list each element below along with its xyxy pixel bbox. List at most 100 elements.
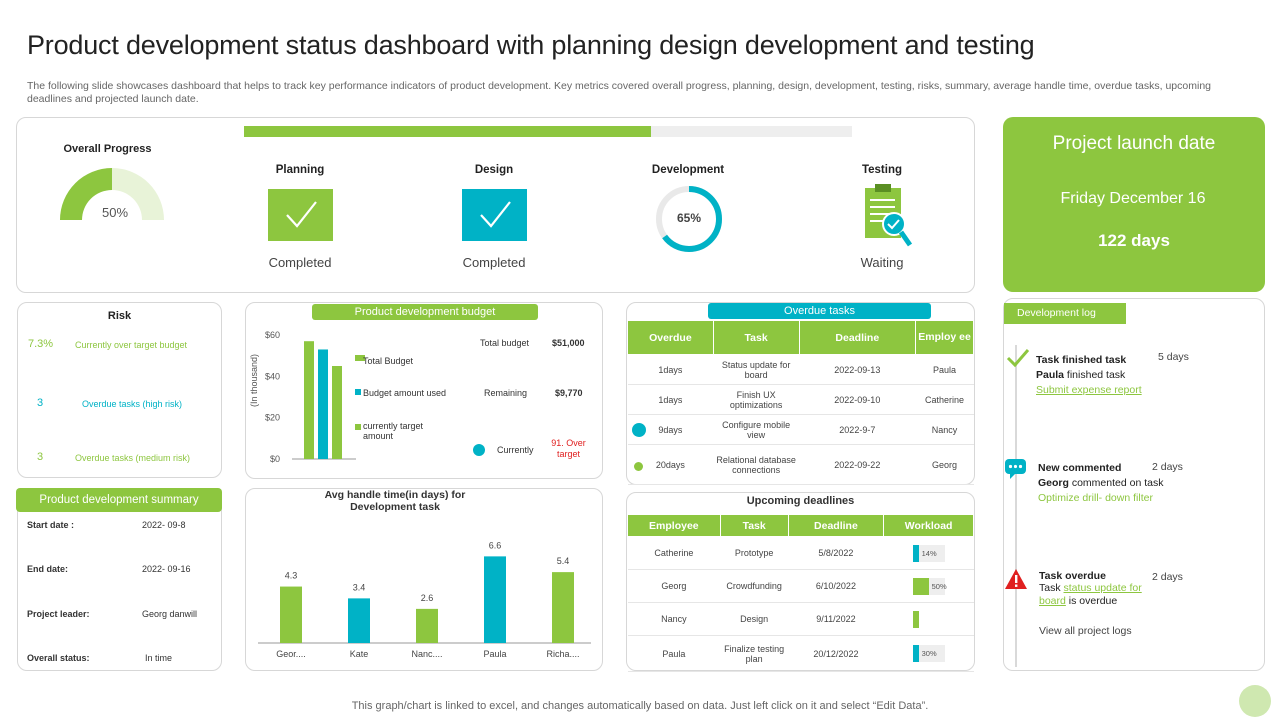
summary-status-value: In time — [145, 653, 173, 663]
overdue-title: Overdue tasks — [708, 303, 931, 319]
devlog-card — [1003, 298, 1265, 671]
page-subtitle: The following slide showcases dashboard … — [27, 80, 1211, 105]
budget-ytick: $60 — [265, 330, 280, 340]
overdue-cell: 20days — [627, 444, 714, 485]
launch-title: Project launch date — [1052, 133, 1216, 154]
launch-date: Friday December 16 — [1060, 190, 1206, 207]
upcoming-table: Employee Task Deadline Workload Catherin… — [627, 514, 974, 672]
handle-category-label: Paula — [483, 649, 506, 659]
budget-bar — [332, 366, 342, 459]
overall-progress-label: Overall Progress — [63, 143, 152, 155]
overall-gauge — [60, 168, 164, 220]
legend-total-label: Total Budget — [363, 356, 414, 366]
handle-category-label: Richa.... — [546, 649, 579, 659]
log-entry-2-link[interactable]: Optimize drill- down filter — [1038, 492, 1153, 504]
workload-fill — [912, 577, 929, 595]
development-percent: 65% — [676, 211, 702, 225]
risk-high-text: Overdue tasks (high risk) — [82, 399, 183, 409]
view-all-logs-link[interactable]: View all project logs — [1039, 625, 1132, 637]
workload-fill — [912, 544, 919, 562]
log-entry-1-title: Task finished task — [1036, 354, 1127, 366]
upcoming-header-employee: Employee — [627, 514, 721, 537]
overdue-cell: Finish UX optimizations — [713, 384, 800, 415]
workload-fill — [912, 645, 919, 662]
legend-target-label: currently target amount — [363, 421, 424, 441]
workload-cell — [883, 602, 974, 636]
log-entry-1-action: finished task — [1064, 369, 1126, 381]
log-entry-3-time: 2 days — [1152, 571, 1183, 583]
footer-note: This graph/chart is linked to excel, and… — [351, 700, 929, 712]
log-entry-2-text: Georg commented on task — [1038, 477, 1163, 489]
workload-bar — [912, 610, 945, 628]
planning-check-icon — [268, 189, 333, 241]
overdue-header-task: Task — [712, 320, 800, 355]
legend-used-swatch — [355, 389, 361, 395]
handle-category-label: Kate — [350, 649, 369, 659]
summary-status-label: Overall status: — [27, 653, 90, 663]
design-check-icon — [462, 189, 527, 241]
risk-high-value: 3 — [37, 397, 44, 409]
workload-text: 30% — [921, 649, 937, 658]
handle-value-label: 3.4 — [353, 582, 366, 592]
handle-time-chart: 4.3 Geor.... 3.4 Kate 2.6 Nanc.... 6.6 Paula 5.4… — [258, 540, 591, 659]
legend-total-swatch — [355, 355, 365, 361]
workload-bar: 50% — [912, 577, 947, 595]
upcoming-title: Upcoming deadlines — [746, 495, 855, 507]
workload-text: 14% — [921, 548, 937, 558]
stage-planning-status: Completed — [268, 255, 332, 270]
devlog-title: Development log — [1004, 303, 1126, 324]
log-entry-2-action: commented on task — [1068, 477, 1164, 489]
stage-testing-label: Testing — [861, 164, 903, 176]
handle-value-label: 4.3 — [285, 571, 298, 581]
table-row: 9days Configure mobile view 2022-9-7 Nan… — [627, 414, 974, 445]
log-entry-2-who: Georg — [1038, 477, 1069, 489]
log-entry-3-link[interactable]: status update for board — [1039, 582, 1142, 607]
overdue-header-overdue: Overdue — [627, 320, 714, 355]
risk-card — [17, 302, 222, 478]
overdue-cell: Status update for board — [713, 354, 800, 385]
workload-cell: 14% — [883, 536, 974, 570]
budget-ytick: $40 — [265, 371, 280, 381]
summary-start-label: Start date : — [27, 520, 75, 530]
high-risk-dot-icon — [632, 423, 646, 437]
table-row: Georg Crowdfunding 6/10/2022 50% — [627, 569, 974, 603]
upcoming-cell: Crowdfunding — [720, 569, 789, 603]
workload-bar: 14% — [912, 544, 945, 562]
log-entry-1-who: Paula — [1036, 369, 1065, 381]
summary-start-value: 2022- 09-8 — [142, 520, 186, 530]
budget-total-value: $51,000 — [552, 338, 585, 348]
budget-chart: (In thousand) $0 $20 $40 $60 — [249, 330, 356, 464]
handle-category-label: Nanc.... — [411, 649, 442, 659]
log-entry-3-post: is overdue — [1065, 594, 1118, 607]
handle-value-label: 5.4 — [557, 556, 570, 566]
workload-cell: 50% — [883, 569, 974, 603]
log-entry-1-link[interactable]: Submit expense report — [1036, 384, 1142, 396]
upcoming-cell: Finalize testing plan — [720, 635, 789, 672]
overdue-header-deadline: Deadline — [798, 320, 917, 355]
table-row: 20days Relational database connections 2… — [627, 444, 974, 485]
risk-medium-value: 3 — [37, 451, 44, 463]
upcoming-header-task: Task — [719, 514, 789, 537]
overdue-cell: 2022-09-22 — [799, 444, 916, 485]
handle-bar — [280, 586, 302, 643]
comment-icon — [1005, 459, 1026, 479]
upcoming-cell: Catherine — [627, 536, 721, 570]
overdue-cell: Catherine — [915, 384, 974, 415]
upcoming-header-workload: Workload — [883, 514, 974, 537]
medium-risk-dot-icon — [634, 462, 643, 471]
launch-days: 122 days — [1098, 231, 1170, 250]
budget-over-target: 91. Over target — [551, 438, 586, 459]
budget-ytick: $20 — [265, 413, 280, 423]
overdue-cell: 2022-09-10 — [799, 384, 916, 415]
log-entry-3-pre: Task — [1039, 582, 1064, 594]
upcoming-cell: Prototype — [720, 536, 789, 570]
overdue-cell: Nancy — [915, 414, 974, 445]
development-donut — [656, 186, 722, 252]
upcoming-cell: Paula — [627, 635, 721, 672]
log-entry-2-title: New commented — [1038, 462, 1122, 474]
handle-value-label: 2.6 — [421, 593, 434, 603]
launch-card — [1003, 117, 1265, 292]
upcoming-cell: Nancy — [627, 602, 721, 636]
donut-arc — [656, 186, 722, 252]
overall-progress-value: 50% — [101, 205, 129, 220]
